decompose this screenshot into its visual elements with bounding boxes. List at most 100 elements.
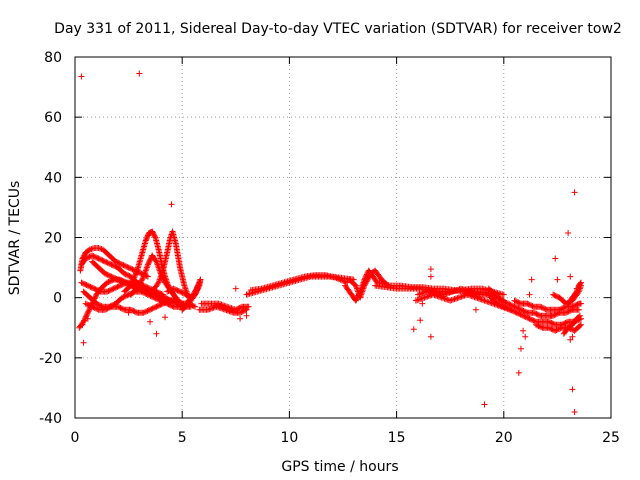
data-point	[469, 289, 476, 296]
data-point	[130, 277, 137, 284]
data-point	[460, 286, 467, 293]
data-point	[538, 324, 545, 331]
data-point	[91, 253, 98, 260]
data-point	[515, 299, 522, 306]
data-point	[237, 315, 244, 322]
data-point	[421, 294, 428, 301]
data-point	[119, 261, 126, 268]
data-point	[129, 278, 136, 285]
data-point	[470, 293, 477, 300]
data-point	[118, 305, 125, 312]
data-point	[117, 277, 124, 284]
data-point	[234, 306, 241, 313]
data-point	[551, 292, 558, 299]
data-point	[134, 284, 141, 291]
data-point	[218, 301, 225, 308]
data-point	[95, 255, 102, 262]
data-point	[104, 305, 111, 312]
data-point	[526, 315, 533, 322]
data-point	[482, 298, 489, 305]
data-point	[105, 288, 112, 295]
data-point	[422, 289, 429, 296]
data-point	[437, 294, 444, 301]
data-point	[159, 294, 166, 301]
data-point	[565, 229, 572, 236]
data-point	[109, 274, 116, 281]
data-point	[87, 246, 94, 253]
data-point	[125, 272, 132, 279]
data-point	[533, 310, 540, 317]
data-point	[576, 312, 583, 319]
data-point	[534, 322, 541, 329]
data-point	[552, 327, 559, 334]
data-point	[554, 326, 561, 333]
data-point	[120, 306, 127, 313]
data-point	[132, 271, 139, 278]
data-point	[484, 298, 491, 305]
data-point	[475, 295, 482, 302]
data-point	[157, 293, 164, 300]
data-point	[102, 258, 109, 265]
data-point	[445, 290, 452, 297]
data-point	[225, 304, 232, 311]
data-point	[465, 292, 472, 299]
data-point	[511, 297, 518, 304]
data-point	[452, 287, 459, 294]
data-point	[209, 305, 216, 312]
data-point	[133, 270, 140, 277]
data-point	[131, 274, 138, 281]
data-point	[415, 296, 422, 303]
data-point	[83, 282, 90, 289]
data-point	[89, 252, 96, 259]
data-point	[215, 300, 222, 307]
data-point	[364, 277, 371, 284]
data-point	[116, 277, 123, 284]
data-point	[115, 283, 122, 290]
data-point	[81, 317, 88, 324]
data-point	[140, 309, 147, 316]
data-point	[454, 295, 461, 302]
data-point	[114, 303, 121, 310]
data-point	[549, 320, 556, 327]
data-point	[108, 261, 115, 268]
data-point	[433, 289, 440, 296]
data-point	[169, 303, 176, 310]
data-point	[224, 307, 231, 314]
data-point	[122, 280, 129, 287]
data-point	[554, 276, 561, 283]
data-point	[481, 401, 488, 408]
data-point	[495, 301, 502, 308]
data-point	[494, 300, 501, 307]
data-point	[463, 287, 470, 294]
data-point	[422, 294, 429, 301]
data-point	[139, 274, 146, 281]
data-point	[120, 279, 127, 286]
data-point	[133, 268, 140, 275]
data-point	[99, 257, 106, 264]
data-point	[168, 201, 175, 208]
data-point	[472, 294, 479, 301]
data-point	[204, 306, 211, 313]
data-point	[130, 307, 137, 314]
data-point	[171, 286, 178, 293]
data-point	[222, 306, 229, 313]
data-point	[340, 277, 347, 284]
data-point	[567, 273, 574, 280]
data-point	[83, 313, 90, 320]
data-point	[500, 291, 507, 298]
data-point	[86, 302, 93, 309]
x-tick-label: 20	[495, 430, 513, 446]
data-point	[82, 300, 89, 307]
data-point	[361, 282, 368, 289]
data-point	[104, 288, 111, 295]
data-point	[196, 282, 203, 289]
data-point	[124, 292, 131, 299]
data-point	[414, 297, 421, 304]
data-point	[514, 298, 521, 305]
data-point	[143, 286, 150, 293]
data-point	[106, 287, 113, 294]
data-point	[440, 291, 447, 298]
data-point	[453, 287, 460, 294]
data-point	[571, 189, 578, 196]
